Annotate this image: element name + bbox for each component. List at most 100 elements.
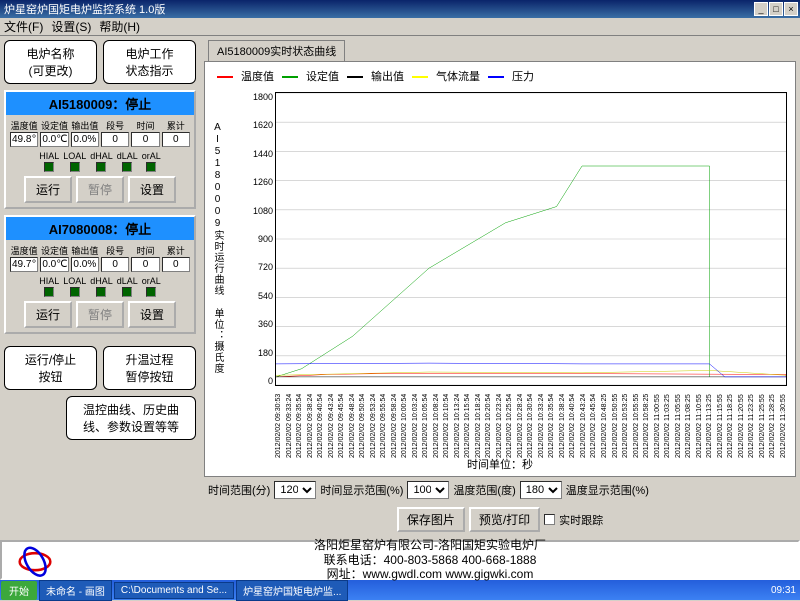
panel-title: AI7080008：停止 [6, 217, 194, 240]
label-time-disp: 时间显示范围(%) [320, 482, 403, 498]
window-title: 炉星窑炉国矩电炉监控系统 1.0版 [2, 1, 753, 17]
indicator-label: HIAL [39, 276, 59, 286]
minimize-icon[interactable]: _ [754, 2, 768, 16]
menu-settings[interactable]: 设置(S) [51, 18, 91, 35]
run-button[interactable]: 运行 [24, 176, 72, 203]
y-tick: 1620 [249, 120, 273, 130]
y-tick: 900 [249, 234, 273, 244]
value-field[interactable] [101, 257, 129, 272]
x-tick: 2012/02/02 10:18:24 [475, 388, 482, 458]
x-tick: 2012/02/02 11:23:25 [748, 388, 755, 458]
x-tick: 2012/02/02 09:45:54 [338, 388, 345, 458]
footer-url: 网址：www.gwdl.com www.gigwki.com [70, 567, 790, 581]
indicator-dot [70, 287, 80, 297]
indicator-label: orAL [142, 151, 161, 161]
y-tick: 1800 [249, 92, 273, 102]
set-button[interactable]: 设置 [128, 301, 176, 328]
x-tick: 2012/02/02 11:15:55 [717, 388, 724, 458]
track-checkbox[interactable] [544, 514, 555, 525]
x-tick: 2012/02/02 10:20:54 [485, 388, 492, 458]
x-tick: 2012/02/02 10:35:54 [548, 388, 555, 458]
value-field[interactable] [162, 132, 190, 147]
indicator-dot [44, 162, 54, 172]
legend-item: 设定值 [282, 71, 339, 83]
y-tick: 1440 [249, 149, 273, 159]
col-header: 温度值 [10, 244, 38, 257]
start-button[interactable]: 开始 [1, 581, 37, 600]
x-tick: 2012/02/02 11:30:55 [780, 388, 787, 458]
x-tick: 2012/02/02 10:23:24 [496, 388, 503, 458]
taskbar-item[interactable]: C:\Documents and Se... [114, 582, 234, 599]
taskbar-item[interactable]: 未命名 - 画图 [39, 580, 112, 601]
x-tick: 2012/02/02 10:00:54 [401, 388, 408, 458]
y-tick: 540 [249, 291, 273, 301]
value-field[interactable] [40, 257, 68, 272]
y-tick: 0 [249, 376, 273, 386]
value-field[interactable] [71, 132, 99, 147]
track-label: 实时跟踪 [559, 512, 603, 528]
x-tick: 2012/02/02 10:43:24 [580, 388, 587, 458]
save-image-button[interactable]: 保存图片 [397, 507, 465, 532]
maximize-icon[interactable]: □ [769, 2, 783, 16]
x-tick: 2012/02/02 09:35:54 [296, 388, 303, 458]
x-tick: 2012/02/02 10:25:54 [506, 388, 513, 458]
legend-item: 压力 [488, 71, 534, 83]
indicator-dot [122, 287, 132, 297]
value-field[interactable] [131, 257, 159, 272]
indicator-dot [70, 162, 80, 172]
input-temp-range[interactable]: 1800 [520, 481, 562, 499]
value-field[interactable] [131, 132, 159, 147]
preview-print-button[interactable]: 预览/打印 [469, 507, 540, 532]
y-axis-labels: 180016201440126010809007205403601800 [249, 92, 273, 386]
col-header: 段号 [101, 119, 129, 132]
value-field[interactable] [162, 257, 190, 272]
furnace-panel: AI7080008：停止 温度值设定值输出值段号时间累计 HIALLOALdHA… [4, 215, 196, 334]
pause-button[interactable]: 暂停 [76, 176, 124, 203]
taskbar-item[interactable]: 炉星窑炉国矩电炉监... [236, 580, 348, 601]
x-tick: 2012/02/02 09:43:24 [328, 388, 335, 458]
y-axis-title: AI5180009实时运行曲线 单位：摄氏度 [211, 122, 225, 374]
x-tick: 2012/02/02 11:13:25 [706, 388, 713, 458]
x-tick: 2012/02/02 09:50:54 [359, 388, 366, 458]
x-tick: 2012/02/02 10:58:25 [643, 388, 650, 458]
input-time-disp[interactable]: 100 [407, 481, 449, 499]
pause-button[interactable]: 暂停 [76, 301, 124, 328]
x-tick: 2012/02/02 09:48:24 [349, 388, 356, 458]
col-header: 段号 [101, 244, 129, 257]
label-time-range: 时间范围(分) [208, 482, 270, 498]
x-tick: 2012/02/02 10:45:54 [590, 388, 597, 458]
input-time-range[interactable]: 120 [274, 481, 316, 499]
indicator-dot [122, 162, 132, 172]
legend-item: 气体流量 [412, 71, 480, 83]
value-field[interactable] [10, 132, 38, 147]
menu-bar: 文件(F) 设置(S) 帮助(H) [0, 18, 800, 36]
x-tick: 2012/02/02 11:05:55 [675, 388, 682, 458]
menu-help[interactable]: 帮助(H) [99, 18, 140, 35]
run-button[interactable]: 运行 [24, 301, 72, 328]
x-tick: 2012/02/02 10:03:24 [412, 388, 419, 458]
value-field[interactable] [40, 132, 68, 147]
col-header: 时间 [131, 119, 159, 132]
indicator-label: dHAL [90, 276, 113, 286]
close-icon[interactable]: × [784, 2, 798, 16]
col-header: 累计 [162, 119, 190, 132]
x-tick: 2012/02/02 10:40:54 [569, 388, 576, 458]
col-header: 时间 [131, 244, 159, 257]
value-field[interactable] [10, 257, 38, 272]
footer: 洛阳炬星窑炉有限公司-洛阳国矩实验电炉厂 联系电话：400-803-5868 4… [0, 540, 800, 580]
indicator-dot [146, 287, 156, 297]
menu-file[interactable]: 文件(F) [4, 18, 43, 35]
x-tick: 2012/02/02 09:40:54 [317, 388, 324, 458]
col-header: 累计 [162, 244, 190, 257]
footer-phone: 联系电话：400-803-5868 400-668-1888 [70, 553, 790, 567]
value-field[interactable] [101, 132, 129, 147]
value-field[interactable] [71, 257, 99, 272]
y-tick: 1080 [249, 206, 273, 216]
y-tick: 720 [249, 262, 273, 272]
chart-tab[interactable]: AI5180009实时状态曲线 [208, 40, 345, 61]
x-tick: 2012/02/02 11:00:55 [654, 388, 661, 458]
set-button[interactable]: 设置 [128, 176, 176, 203]
x-tick: 2012/02/02 10:38:24 [559, 388, 566, 458]
x-tick: 2012/02/02 11:08:25 [685, 388, 692, 458]
indicator-dot [96, 287, 106, 297]
